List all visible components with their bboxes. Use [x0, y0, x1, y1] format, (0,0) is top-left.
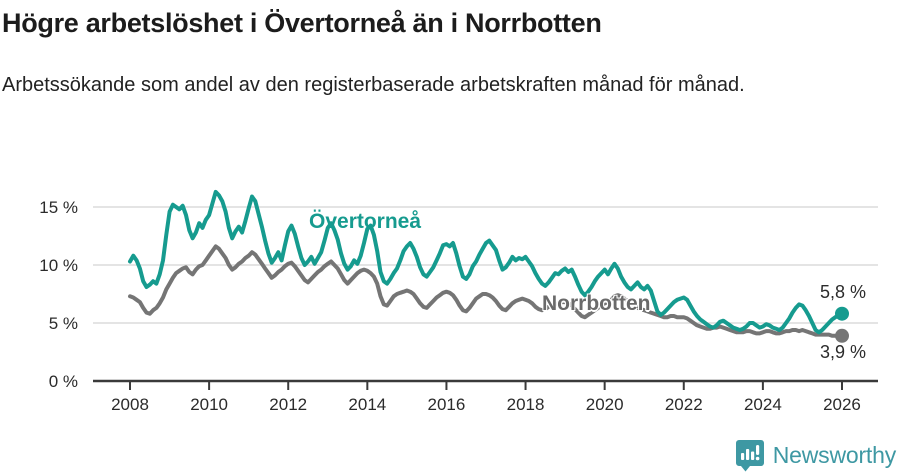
y-axis-tick-label: 15 %: [39, 198, 78, 217]
x-axis-tick-label: 2026: [823, 395, 861, 414]
y-axis-tick-label: 10 %: [39, 256, 78, 275]
end-dot-övertorneå: [835, 306, 849, 321]
end-value-label-norrbotten: 3,9 %: [819, 342, 867, 362]
series-label-overtornea: Övertorneå: [309, 210, 422, 233]
line-series-övertorneå: [128, 189, 844, 335]
x-axis-tick-label: 2020: [586, 395, 624, 414]
end-value-label-overtornea: 5,8 %: [819, 282, 867, 302]
line-series-norrbotten: [128, 244, 844, 338]
newsworthy-bubble-chart-icon: [735, 440, 764, 472]
end-dot-norrbotten: [835, 328, 849, 343]
newsworthy-logo: Newsworthy: [735, 439, 896, 472]
x-axis-tick-label: 2008: [111, 395, 149, 414]
page-title: Högre arbetslöshet i Övertorneå än i Nor…: [2, 8, 602, 38]
x-axis-tick-label: 2018: [507, 395, 545, 414]
x-axis-tick-label: 2014: [348, 395, 386, 414]
x-axis-tick-label: 2010: [190, 395, 228, 414]
x-axis-tick-label: 2012: [269, 395, 307, 414]
series-label-norrbotten: Norrbotten: [542, 292, 651, 315]
chart-subtitle: Arbetssökande som andel av den registerb…: [2, 74, 745, 96]
x-axis-tick-label: 2016: [428, 395, 466, 414]
y-axis-tick-label: 0 %: [49, 372, 78, 391]
x-axis-tick-label: 2024: [744, 395, 782, 414]
x-axis-tick-label: 2022: [665, 395, 703, 414]
y-axis-tick-label: 5 %: [49, 314, 78, 333]
newsworthy-wordmark: Newsworthy: [772, 442, 896, 468]
